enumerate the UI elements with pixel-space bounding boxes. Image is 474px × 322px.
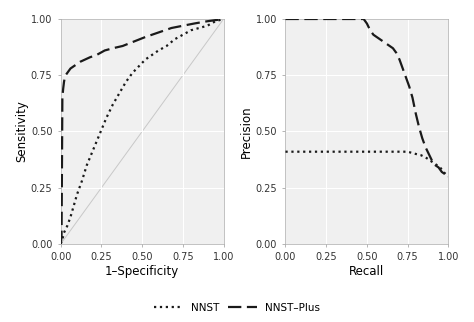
X-axis label: 1–Specificity: 1–Specificity bbox=[105, 265, 179, 278]
Y-axis label: Precision: Precision bbox=[240, 105, 253, 158]
X-axis label: Recall: Recall bbox=[349, 265, 384, 278]
Legend: NNST, NNST–Plus: NNST, NNST–Plus bbox=[149, 298, 325, 317]
Y-axis label: Sensitivity: Sensitivity bbox=[15, 100, 28, 162]
